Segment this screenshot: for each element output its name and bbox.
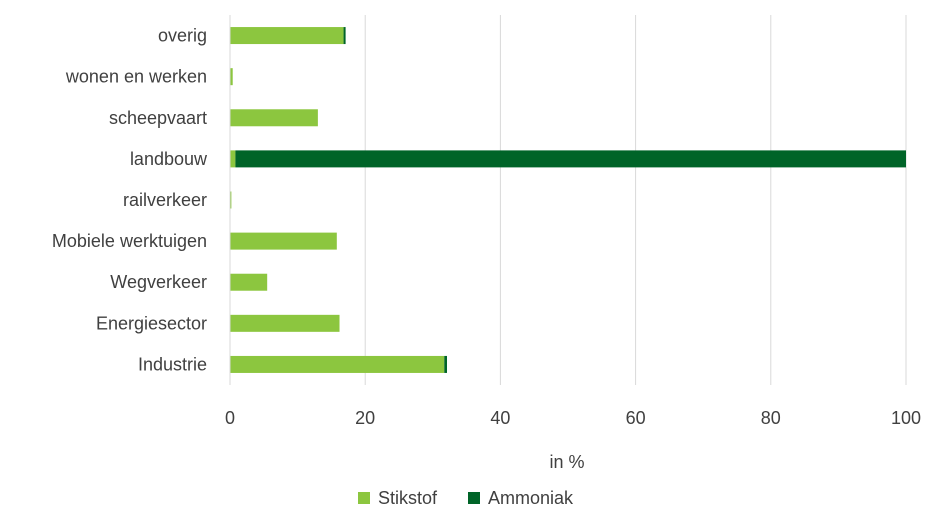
- bar-stikstof: [230, 314, 340, 332]
- category-labels: overig wonen en werken scheepvaart landbouw…: [52, 26, 208, 375]
- category-label: Industrie: [138, 354, 207, 374]
- x-tick-label: 20: [355, 408, 375, 428]
- bar-ammoniak: [235, 150, 906, 168]
- x-tick-label: 80: [761, 408, 781, 428]
- bar-ammoniak: [343, 27, 346, 45]
- x-tick-labels: 0 20 40 60 80 100: [225, 408, 921, 428]
- gridlines: [364, 15, 907, 385]
- bar-stikstof: [230, 68, 233, 86]
- category-label: Wegverkeer: [110, 272, 207, 292]
- x-tick-label: 60: [626, 408, 646, 428]
- category-label: landbouw: [130, 149, 208, 169]
- x-tick-label: 40: [490, 408, 510, 428]
- bar-stikstof: [230, 191, 232, 209]
- bar-stikstof: [230, 109, 318, 127]
- category-label: overig: [158, 26, 207, 46]
- x-tick-label: 0: [225, 408, 235, 428]
- legend-label: Stikstof: [378, 488, 438, 508]
- legend: Stikstof Ammoniak: [358, 488, 574, 508]
- legend-swatch: [468, 492, 480, 504]
- bars: [230, 27, 906, 373]
- x-tick-label: 100: [891, 408, 921, 428]
- bar-stikstof: [230, 27, 344, 45]
- bar-stikstof: [230, 150, 236, 168]
- legend-swatch: [358, 492, 370, 504]
- bar-stikstof: [230, 355, 445, 373]
- category-label: Mobiele werktuigen: [52, 231, 207, 251]
- bar-stikstof: [230, 273, 268, 291]
- category-label: Energiesector: [96, 313, 207, 333]
- category-label: scheepvaart: [109, 108, 207, 128]
- legend-label: Ammoniak: [488, 488, 574, 508]
- bar-stikstof: [230, 232, 337, 250]
- bar-ammoniak: [444, 355, 447, 373]
- category-label: railverkeer: [123, 190, 207, 210]
- x-axis-title: in %: [549, 452, 584, 472]
- category-label: wonen en werken: [65, 67, 207, 87]
